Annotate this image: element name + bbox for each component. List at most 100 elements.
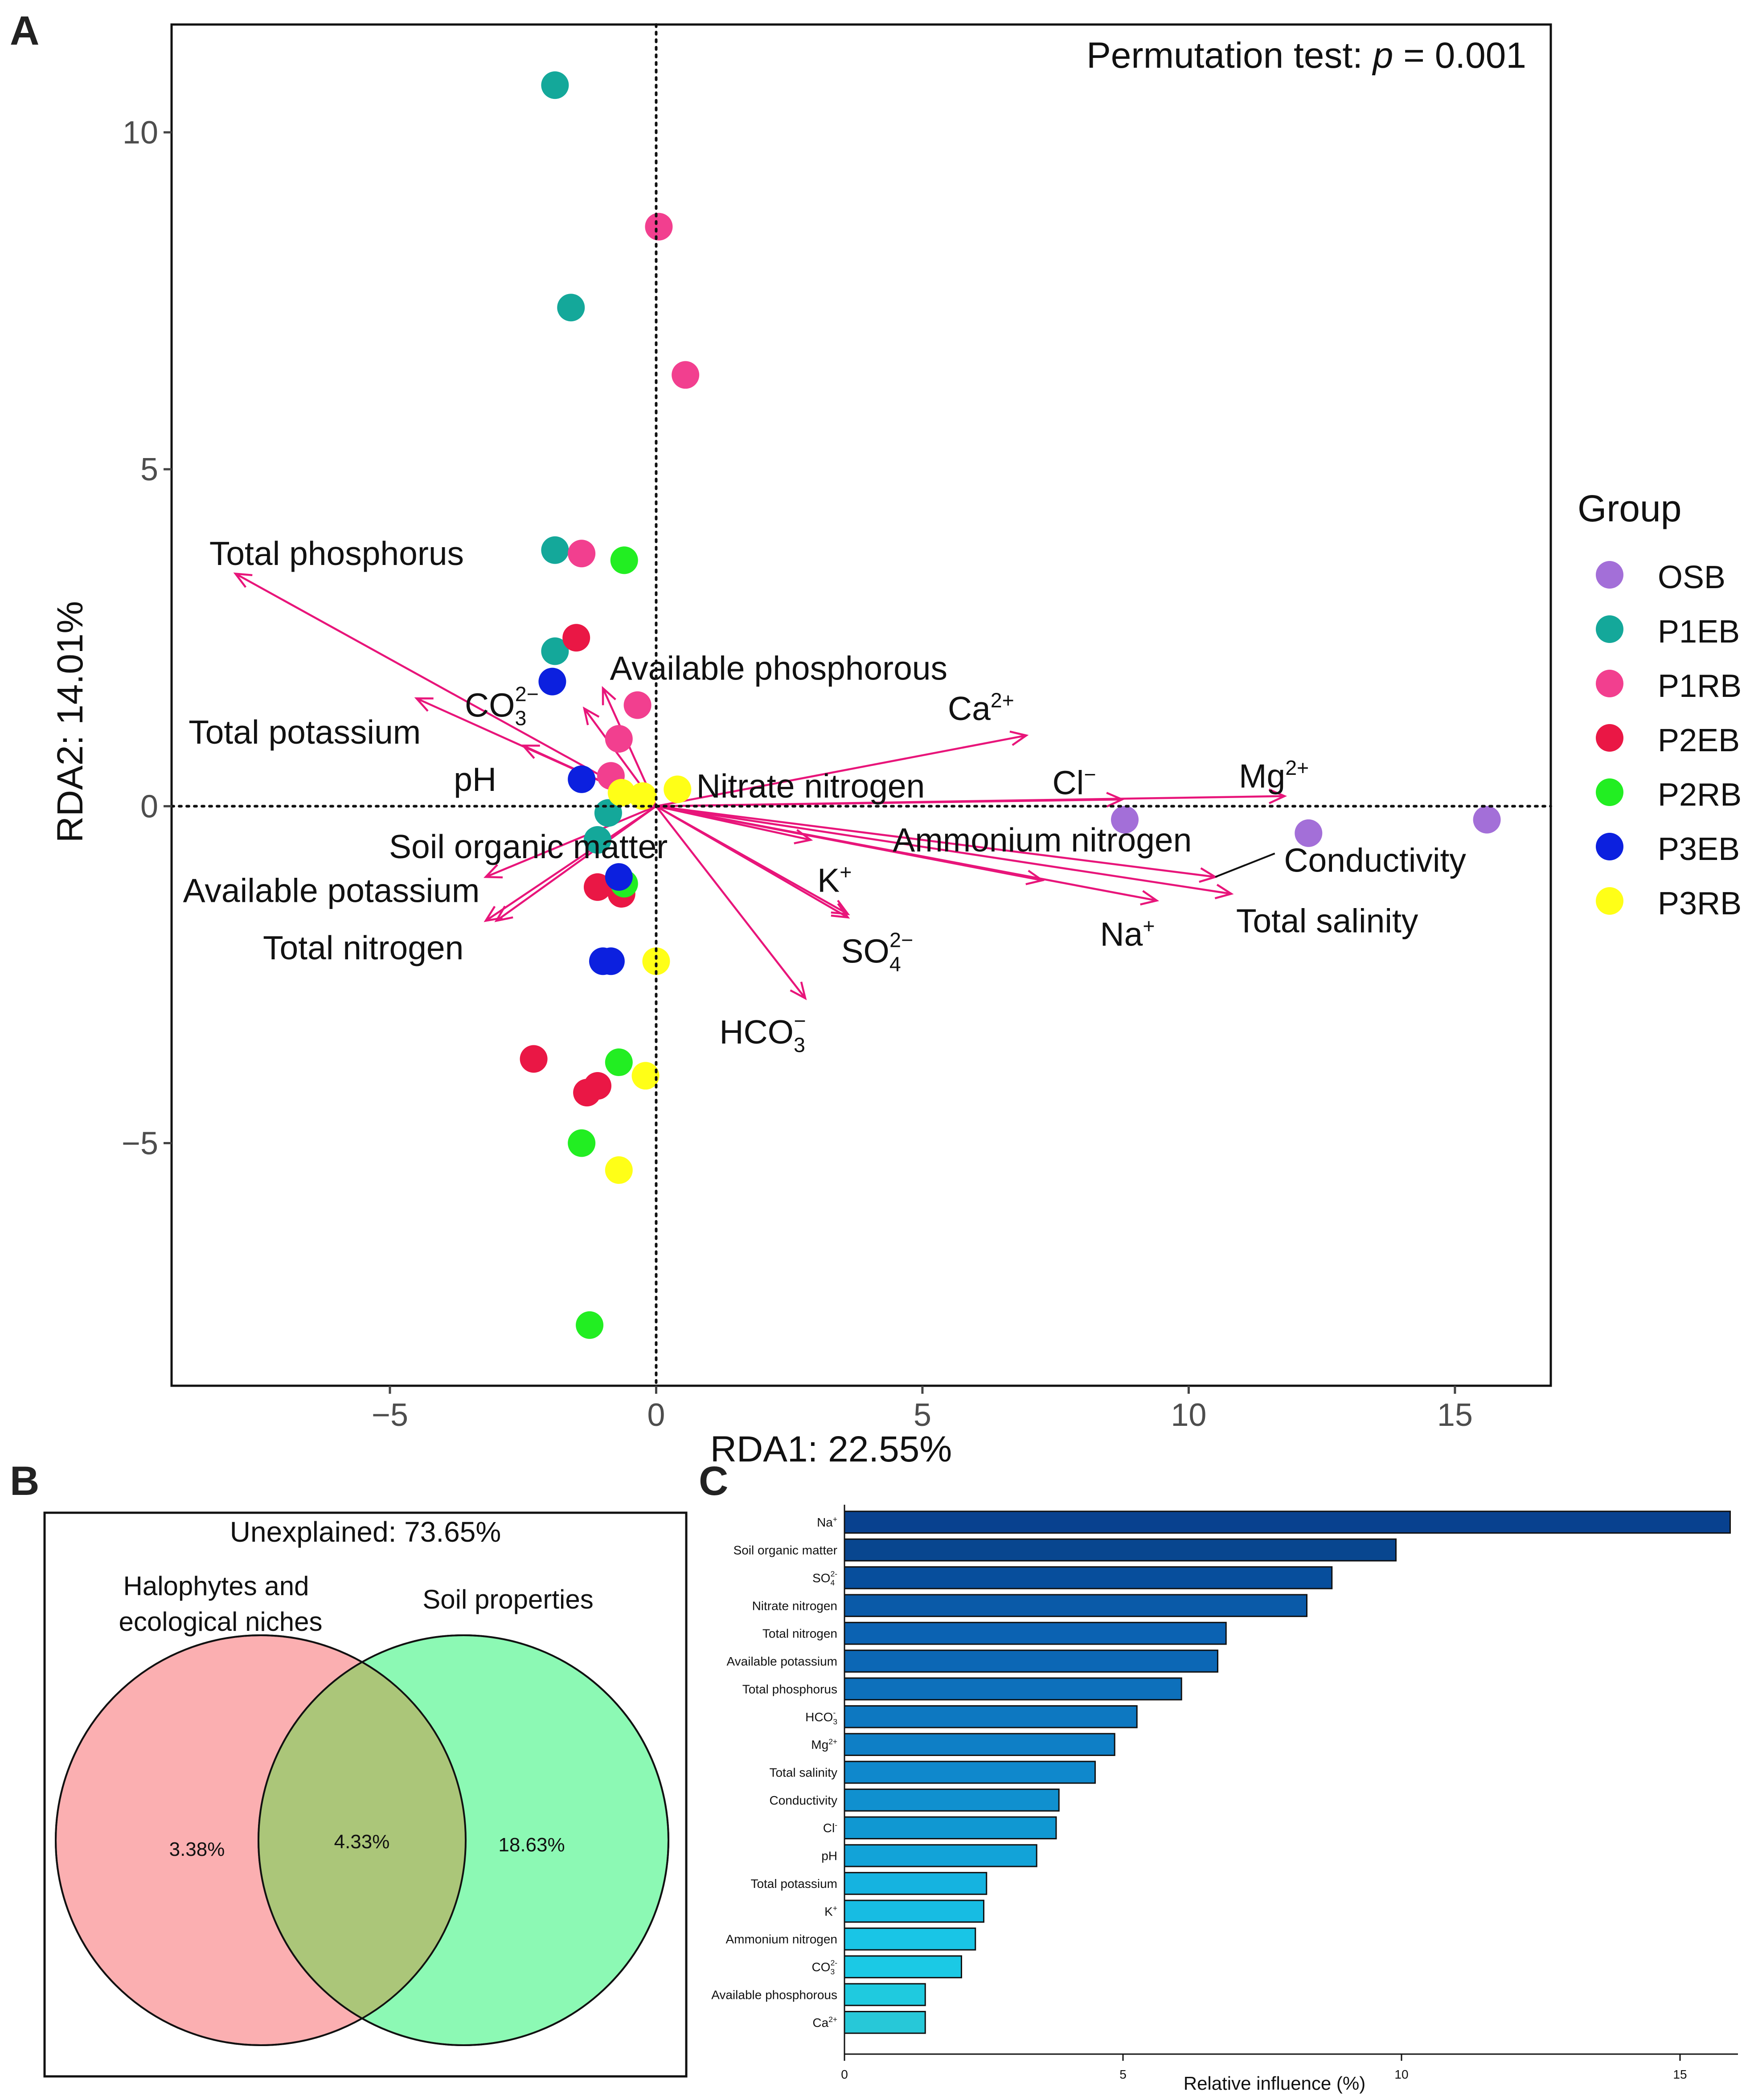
venn-set-label-halophytes-line2: ecological niches: [119, 1607, 323, 1637]
influence-category-cl-superscript: -: [835, 1821, 837, 1830]
influence-category-hco3: HCO3-: [805, 1708, 837, 1726]
influence-bar-layer: [844, 1511, 1731, 2034]
legend-item-p3eb: P3EB: [1596, 831, 1740, 867]
vector-arrowhead: [1214, 884, 1234, 900]
influence-bar-mg: [844, 1733, 1115, 1756]
influence-bar-k: [844, 1899, 984, 1923]
vector-shaft: [485, 805, 657, 878]
influence-category-hco3-subscript: 3: [833, 1717, 837, 1726]
influence-bar-total-nitrogen: [844, 1621, 1227, 1645]
point-p3rb: [631, 1062, 660, 1090]
point-p3rb: [607, 779, 635, 807]
influence-category-na: Na+: [817, 1515, 837, 1530]
influence-category-co3: CO32-: [811, 1958, 837, 1976]
point-p3eb: [568, 765, 596, 793]
point-p1eb: [583, 826, 611, 854]
point-p3eb: [605, 863, 633, 891]
vector-arrowhead: [602, 686, 616, 705]
vector-soil-organic-matter: [483, 805, 657, 879]
vector-label-total-salinity: Total salinity: [1236, 902, 1418, 939]
influence-x-axis-title: Relative influence (%): [1184, 2073, 1366, 2094]
vector-label-co3: CO32−: [465, 682, 539, 729]
vector-label-total-nitrogen-text: Total nitrogen: [263, 929, 463, 966]
vector-shaft: [656, 805, 848, 918]
x-tick-label: 0: [647, 1397, 665, 1433]
point-p2rb: [576, 1311, 604, 1339]
influence-category-mg-text: Mg: [811, 1738, 828, 1752]
point-p1rb: [605, 725, 633, 753]
influence-category-ammonium-nitrogen: Ammonium nitrogen: [725, 1932, 837, 1946]
venn-circle-halophytes-outline: [55, 1634, 467, 2046]
vector-arrowhead: [483, 864, 503, 879]
influence-category-total-potassium: Total potassium: [750, 1877, 837, 1891]
vector-label-na-text: Na: [1100, 916, 1143, 953]
vector-arrowhead: [831, 903, 850, 919]
vector-label-k: K+: [817, 860, 852, 899]
influence-category-co3-subscript: 3: [830, 1967, 835, 1976]
venn-unexplained-label: Unexplained: 73.65%: [230, 1516, 501, 1548]
legend-item-p2rb: P2RB: [1596, 777, 1742, 813]
influence-category-so4-subscript: 4: [830, 1578, 835, 1587]
influence-bar-available-phosphorous: [844, 1983, 926, 2006]
legend-label: OSB: [1658, 560, 1725, 595]
influence-bar-total-potassium: [844, 1872, 988, 1895]
vector-label-ammonium-nitrogen-text: Ammonium nitrogen: [893, 821, 1192, 859]
point-p2rb: [568, 1129, 596, 1157]
influence-category-nitrate-nitrogen-text: Nitrate nitrogen: [752, 1599, 837, 1613]
vector-label-total-phosphorus: Total phosphorus: [209, 535, 464, 572]
influence-category-available-phosphorous-text: Available phosphorous: [711, 1988, 837, 2002]
vector-label-mg2: Mg2+: [1239, 756, 1309, 795]
permutation-test-annotation: Permutation test: p = 0.001: [1086, 35, 1526, 76]
point-osb: [1295, 819, 1323, 847]
x-tick-label: −5: [372, 1397, 408, 1433]
point-p2eb: [583, 873, 611, 901]
vector-label-soil-organic-matter: Soil organic matter: [389, 828, 668, 865]
influence-category-na-text: Na: [817, 1515, 833, 1529]
x-axis-title: RDA1: 22.55%: [710, 1429, 952, 1470]
venn-frame: [43, 1511, 688, 2078]
influence-bar-nitrate-nitrogen: [844, 1594, 1307, 1617]
point-p2eb: [520, 1045, 548, 1073]
influence-x-tick-label: 15: [1673, 2067, 1687, 2081]
vector-label-co3-subscript: 3: [515, 706, 526, 729]
influence-category-k-superscript: +: [833, 1904, 837, 1913]
vector-arrowhead: [520, 744, 540, 759]
influence-category-na-superscript: +: [833, 1515, 837, 1524]
legend-label: P2EB: [1658, 723, 1740, 758]
influence-category-ca: Ca2+: [812, 2015, 837, 2030]
rda-axes: −5 0 5 10 15 −5 0 5 10: [122, 23, 1552, 1433]
y-axis-title: RDA2: 14.01%: [50, 601, 90, 843]
panel-label-a: A: [10, 8, 39, 53]
influence-bar-na: [844, 1511, 1731, 1534]
vector-label-total-potassium: Total potassium: [189, 713, 421, 751]
vector-label-ph: pH: [454, 761, 496, 798]
influence-bar-cl: [844, 1816, 1057, 1840]
influence-category-total-salinity-text: Total salinity: [769, 1766, 837, 1780]
influence-category-total-potassium-text: Total potassium: [750, 1877, 837, 1891]
vector-arrowhead: [582, 706, 600, 725]
venn-set-label-halophytes-line1: Halophytes and: [123, 1571, 309, 1601]
vector-arrowhead: [494, 905, 513, 922]
vector-label-na: Na+: [1100, 914, 1155, 953]
legend-item-p1rb: P1RB: [1596, 668, 1742, 704]
influence-category-soil-organic-matter: Soil organic matter: [734, 1543, 837, 1557]
legend-label: P3EB: [1658, 831, 1740, 867]
point-p1rb: [623, 691, 652, 719]
influence-category-total-salinity: Total salinity: [769, 1766, 837, 1780]
vector-arrowhead: [831, 900, 850, 916]
legend: Group OSB P1EB P1RB P2EB P2RB P3EB P3RB: [1578, 487, 1742, 921]
panel-label-c: C: [699, 1458, 728, 1504]
influence-category-so4-superscript: 2-: [831, 1569, 838, 1578]
vector-label-co3-superscript: 2−: [515, 682, 539, 705]
vector-mg2: [656, 788, 1287, 807]
vector-label-na-superscript: +: [1143, 914, 1155, 937]
y-tick-label: 10: [123, 115, 158, 151]
legend-swatch: [1596, 833, 1623, 860]
vector-label-nitrate-nitrogen-text: Nitrate nitrogen: [697, 767, 925, 805]
influence-category-conductivity-text: Conductivity: [769, 1793, 837, 1807]
vector-shaft: [656, 805, 1216, 878]
vector-shaft: [656, 795, 1285, 807]
influence-category-co3-text: CO: [811, 1960, 830, 1974]
